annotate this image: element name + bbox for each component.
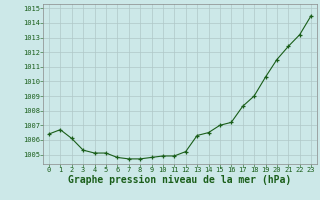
X-axis label: Graphe pression niveau de la mer (hPa): Graphe pression niveau de la mer (hPa) (68, 175, 292, 185)
